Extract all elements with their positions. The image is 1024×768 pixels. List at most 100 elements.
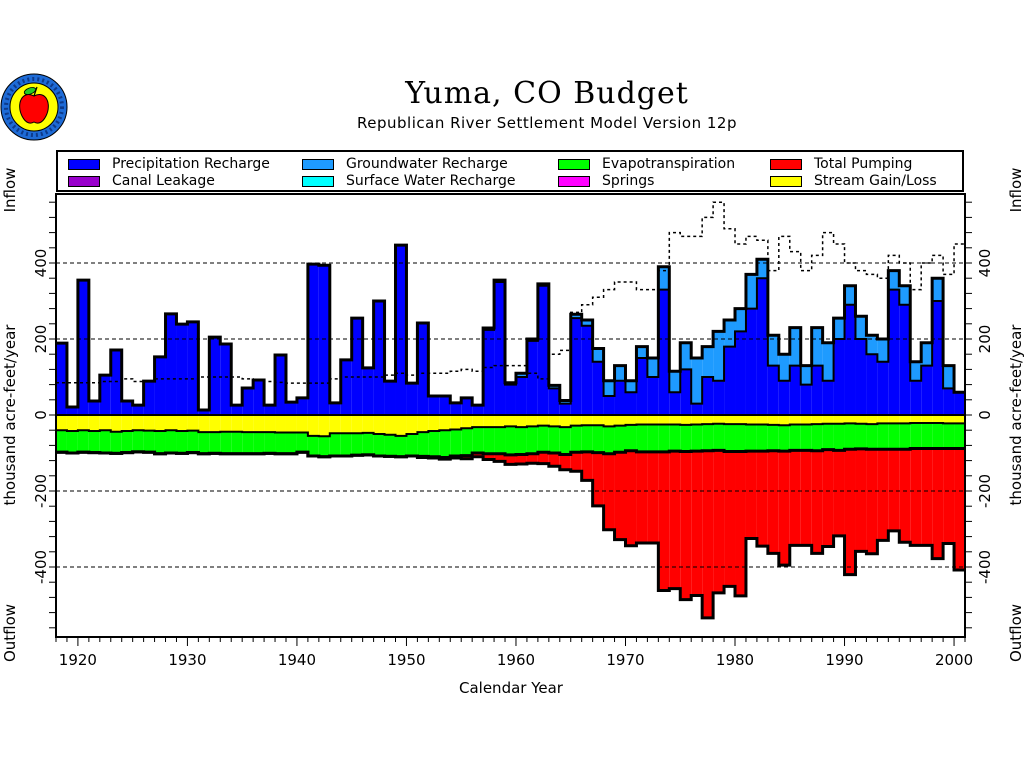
bar-stream-gain-loss-1988 (822, 415, 834, 424)
bar-groundwater-recharge-1982 (756, 259, 768, 279)
bars-layer (56, 243, 965, 620)
bar-evapotranspiration-1966 (581, 425, 593, 452)
x-tick-label-1920: 1920 (59, 651, 97, 669)
bar-evapotranspiration-1927 (154, 430, 166, 454)
bar-evapotranspiration-1928 (165, 430, 177, 453)
y-tick-label-left-400: 400 (32, 249, 50, 278)
bar-stream-gain-loss-1976 (691, 415, 703, 425)
bar-precipitation-recharge-1977 (702, 377, 714, 415)
bar-stream-gain-loss-1969 (614, 415, 626, 426)
bar-stream-gain-loss-1918 (56, 415, 67, 431)
bar-precipitation-recharge-1964 (559, 403, 571, 415)
legend-swatch (68, 175, 100, 187)
x-tick-label-1940: 1940 (278, 651, 316, 669)
bar-stream-gain-loss-1923 (110, 415, 122, 432)
bar-stream-gain-loss-1980 (735, 415, 746, 425)
bar-total-pumping-1998 (932, 448, 944, 559)
bar-precipitation-recharge-2000 (954, 392, 965, 415)
x-tick-label-1990: 1990 (825, 651, 863, 669)
y-axis-label-right: thousand acre-feet/year (1007, 324, 1024, 506)
bar-evapotranspiration-1955 (461, 428, 473, 456)
legend-label: Total Pumping (814, 156, 913, 172)
bar-total-pumping-1960 (515, 454, 527, 465)
y-tick-label-right--400: -400 (976, 550, 994, 584)
legend-swatch (770, 175, 802, 187)
bar-precipitation-recharge-1920 (77, 280, 89, 415)
bar-total-pumping-1999 (943, 448, 955, 544)
bar-total-pumping-1967 (592, 452, 604, 506)
bar-precipitation-recharge-1988 (822, 380, 834, 415)
y-tick-label-right--200: -200 (976, 474, 994, 508)
bar-total-pumping-1957 (483, 453, 495, 460)
bar-stream-gain-loss-1974 (669, 415, 681, 425)
bar-precipitation-recharge-1975 (680, 369, 692, 415)
bar-precipitation-recharge-1967 (592, 361, 604, 415)
bar-total-pumping-1985 (789, 450, 801, 546)
bar-evapotranspiration-1981 (745, 424, 757, 452)
bar-evapotranspiration-1999 (943, 423, 955, 449)
bar-evapotranspiration-1986 (800, 424, 812, 451)
bar-evapotranspiration-1957 (483, 427, 495, 454)
bar-precipitation-recharge-1968 (603, 396, 615, 415)
bar-total-pumping-1980 (735, 451, 746, 596)
bar-stream-gain-loss-1967 (592, 415, 604, 426)
bar-precipitation-recharge-1963 (548, 388, 560, 415)
bar-groundwater-recharge-1968 (603, 380, 615, 396)
bar-stream-gain-loss-1943 (329, 415, 341, 434)
legend-item-surface-water-recharge: Surface Water Recharge (302, 173, 516, 189)
bar-evapotranspiration-1991 (855, 423, 867, 449)
bar-precipitation-recharge-1953 (439, 396, 451, 415)
bar-groundwater-recharge-1970 (625, 380, 637, 393)
legend-swatch (770, 158, 802, 170)
bar-stream-gain-loss-1937 (264, 415, 276, 433)
bar-stream-gain-loss-1992 (866, 415, 878, 425)
bar-precipitation-recharge-1996 (910, 380, 922, 415)
bar-precipitation-recharge-1960 (515, 377, 527, 415)
bar-evapotranspiration-1951 (417, 432, 429, 457)
bar-stream-gain-loss-1963 (548, 415, 560, 427)
legend-label: Precipitation Recharge (112, 156, 270, 172)
bar-total-pumping-1968 (603, 453, 615, 530)
chart-subtitle: Republican River Settlement Model Versio… (357, 114, 737, 132)
bar-stream-gain-loss-1984 (778, 415, 790, 426)
bar-total-pumping-1958 (494, 453, 506, 462)
bar-total-pumping-1989 (833, 450, 845, 536)
bar-total-pumping-1971 (636, 451, 648, 544)
bar-groundwater-recharge-1976 (691, 358, 703, 404)
bar-precipitation-recharge-1942 (318, 265, 330, 415)
bar-total-pumping-1963 (548, 453, 560, 467)
bar-stream-gain-loss-1990 (844, 415, 856, 424)
y-tick-label-left--200: -200 (32, 474, 50, 508)
bar-precipitation-recharge-1978 (713, 380, 725, 415)
bar-precipitation-recharge-1979 (724, 346, 736, 415)
bar-evapotranspiration-1983 (767, 424, 779, 451)
legend-item-canal-leakage: Canal Leakage (68, 173, 215, 189)
bar-precipitation-recharge-1950 (406, 383, 418, 415)
bar-groundwater-recharge-1991 (855, 316, 867, 339)
bar-evapotranspiration-1972 (647, 424, 659, 452)
y-tick-label-right-200: 200 (976, 325, 994, 354)
bar-stream-gain-loss-1952 (428, 415, 440, 431)
bar-evapotranspiration-1985 (789, 424, 801, 451)
bar-precipitation-recharge-1943 (329, 402, 341, 415)
bar-total-pumping-1991 (855, 448, 867, 552)
bar-evapotranspiration-1943 (329, 433, 341, 457)
bar-precipitation-recharge-1956 (472, 405, 484, 415)
bar-stream-gain-loss-1961 (526, 415, 538, 427)
bar-groundwater-recharge-1997 (921, 342, 933, 366)
bar-stream-gain-loss-1966 (581, 415, 593, 426)
bar-stream-gain-loss-1946 (362, 415, 374, 433)
bar-total-pumping-1973 (658, 451, 670, 591)
bar-stream-gain-loss-1950 (406, 415, 418, 434)
x-tick-label-2000: 2000 (935, 651, 973, 669)
bar-stream-gain-loss-1995 (899, 415, 911, 424)
bar-stream-gain-loss-1929 (176, 415, 188, 431)
bar-evapotranspiration-1922 (99, 430, 111, 453)
bar-stream-gain-loss-1999 (943, 415, 955, 424)
bar-evapotranspiration-1964 (559, 427, 571, 455)
bar-evapotranspiration-1963 (548, 426, 560, 453)
bar-precipitation-recharge-1935 (242, 388, 254, 415)
bar-groundwater-recharge-1979 (724, 320, 736, 347)
bar-groundwater-recharge-1963 (548, 385, 560, 389)
